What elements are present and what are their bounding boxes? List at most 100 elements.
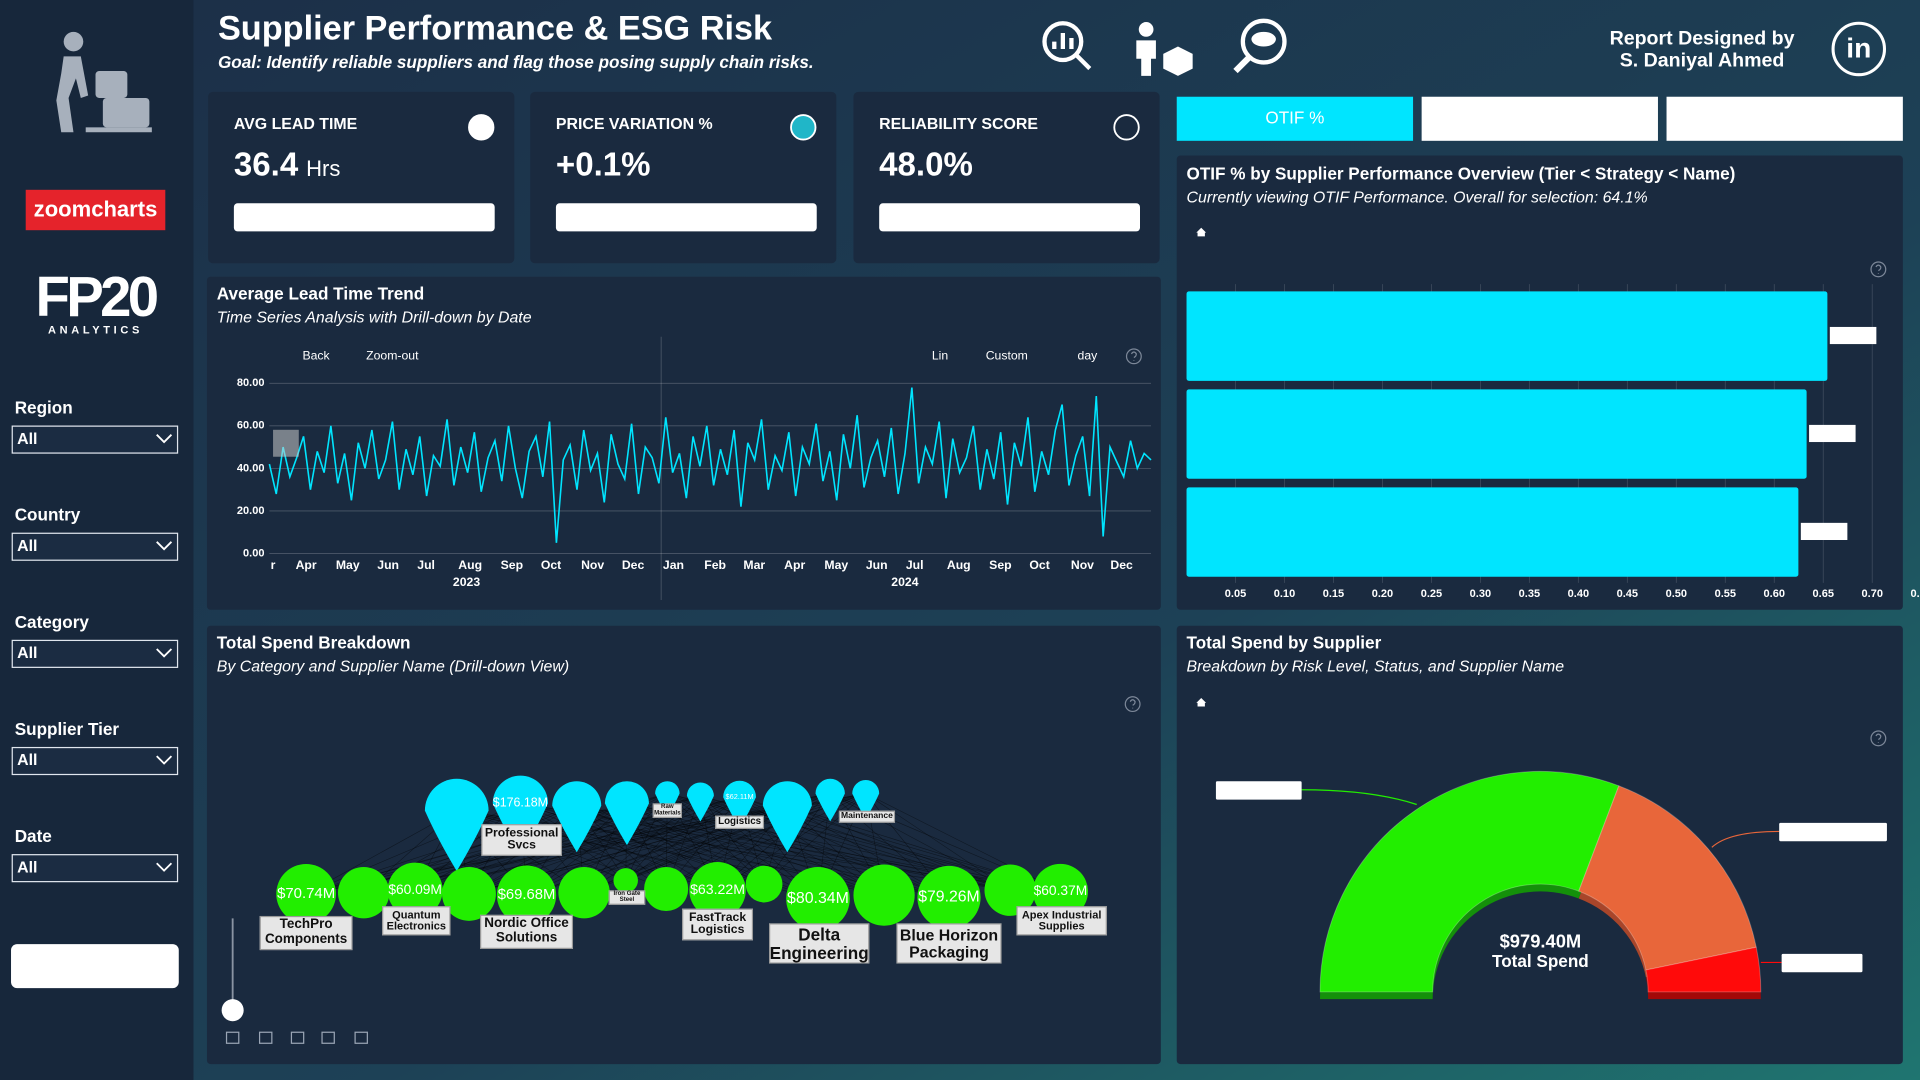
label-box [1779,822,1887,842]
tab-label[interactable]: Avg Lead Time [1728,107,1842,127]
category-name: Professional Svcs [481,824,563,856]
value-label: 63.30% [1814,428,1852,440]
supplier-bubble[interactable] [442,866,496,921]
filter-dropdown[interactable] [11,425,179,454]
bar[interactable] [1186,487,1799,577]
category-pin[interactable] [604,781,649,846]
leader-line [1711,830,1780,848]
kpi-label: RELIABILITY SCORE [879,116,1038,133]
supplier-bubble[interactable] [496,865,557,925]
tree-link [576,805,1061,892]
gauge-segment[interactable] [1578,785,1757,971]
category-pin[interactable] [492,775,549,856]
supplier-name: Iron Gate Steel [608,890,646,905]
toolbar-button[interactable]: Back [302,349,330,363]
x-tick-label: May [336,558,360,572]
supplier-bubble[interactable] [853,864,915,926]
supplier-bubble[interactable] [1032,863,1088,920]
zoom-slider-thumb[interactable] [221,999,244,1022]
filter-value: All [17,538,37,555]
help-icon-mark [1129,699,1136,709]
filter-dropdown[interactable] [11,854,179,883]
tree-link [763,793,866,885]
supplier-bubble[interactable] [689,861,746,919]
linkedin-glyph[interactable]: in [1846,33,1871,64]
category-pin[interactable] [686,782,714,822]
supplier-bubble[interactable] [984,864,1036,916]
y-tick-label: 40.00 [237,462,265,474]
tree-link [626,802,819,900]
x-tick-label: Sep [989,558,1011,572]
filter-dropdown[interactable] [11,639,179,668]
tree-link [626,803,765,885]
supplier-bubble[interactable] [613,868,638,893]
supplier-bubble[interactable] [387,862,443,918]
category-pin[interactable] [655,781,680,817]
category-name-box: Professional Svcs [481,824,563,856]
x-tick-label: Dec [622,558,645,572]
toolbar-button[interactable]: Zoom-out [366,349,419,363]
filter-dropdown[interactable] [11,532,179,561]
toolbar-button[interactable]: day [1078,349,1099,363]
tab[interactable] [1176,96,1414,141]
bubble-value: $176.18M [493,796,548,810]
category-pin[interactable] [762,781,812,853]
reset-label[interactable]: Reset Filters [43,955,146,975]
y-tick-label: 20.00 [237,505,265,517]
supplier-bubble[interactable] [917,865,981,930]
category-pin[interactable] [852,780,880,820]
category-pin[interactable] [424,778,489,872]
bar[interactable] [1186,389,1807,479]
tab-label[interactable]: OTIF % [1265,107,1324,127]
x-tick-label: Jul [417,558,435,572]
reset-button[interactable] [11,944,179,989]
icon-vision [1240,18,1287,65]
kpi-note-box [555,203,817,232]
supplier-bubble[interactable] [644,866,689,912]
linkedin-ring[interactable] [1831,21,1887,77]
y-tick-label: 60.00 [237,420,265,432]
filter-dropdown[interactable] [11,746,179,776]
gauge-segment[interactable] [1645,946,1762,993]
supplier-bubble[interactable] [786,866,850,931]
scroll-handle[interactable] [273,429,299,457]
category-name-box: Maintenance [838,810,896,823]
x-tick-label: 0.15 [1323,588,1344,600]
category-pin-shape [815,778,845,822]
toolbar-icon[interactable] [225,1031,240,1044]
tab-label[interactable]: Quality Score % [1478,107,1601,127]
tab[interactable] [1666,96,1903,141]
category-name-box: Logistics [715,815,765,829]
toolbar-icon[interactable] [290,1031,305,1044]
home-icon [1196,227,1207,237]
value-label: 65.42% [1834,330,1872,342]
label-box [1781,953,1863,973]
toolbar-icon[interactable] [321,1031,335,1044]
x-tick-label: 0.10 [1274,588,1295,600]
panel [206,625,1161,1065]
supplier-bubble[interactable] [276,864,336,924]
help-icon [1124,696,1141,713]
supplier-bubble[interactable] [558,866,610,919]
toolbar-button[interactable]: Custom [986,349,1028,363]
gauge-segment[interactable] [1319,770,1620,993]
supplier-bubble[interactable] [745,865,783,903]
toolbar-button[interactable]: Lin [932,349,949,363]
kpi-note: 48% Healthy | 15 Vendors [893,209,1085,226]
chart-subtitle: Currently viewing OTIF Performance. Over… [1187,190,1648,207]
tab[interactable] [1421,96,1658,141]
toolbar-icon[interactable] [354,1031,368,1044]
category-pin[interactable] [723,780,756,829]
bar[interactable] [1186,291,1828,381]
toolbar-icon[interactable] [258,1031,273,1044]
x-tick-label: Jun [377,558,399,572]
value-label: 62.46% [1805,526,1843,538]
category-name-box: Raw Materials [652,803,683,818]
category-pin[interactable] [815,778,845,822]
center-value: $979.40M [1500,931,1582,952]
category-pin[interactable] [552,781,602,853]
tree-link [625,796,740,881]
supplier-bubble[interactable] [337,866,390,919]
logo-box-1 [95,71,128,98]
